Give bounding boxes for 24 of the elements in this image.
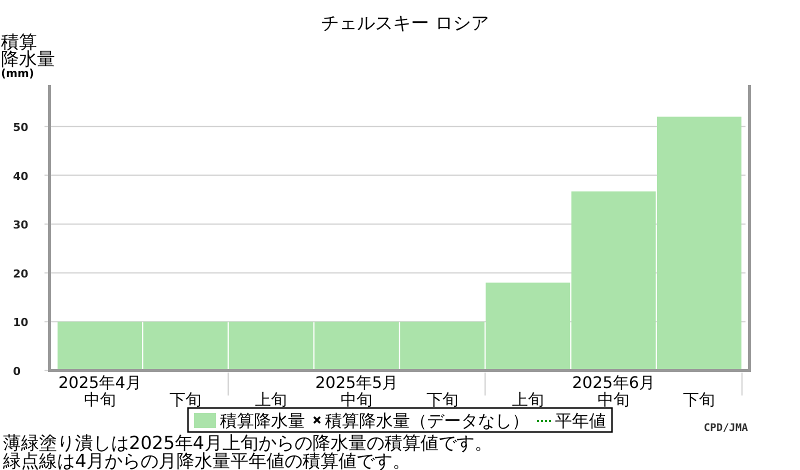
x-tick-label: 中旬 [84,390,116,409]
y-axis-title: 積算降水量(mm) [1,32,55,80]
legend-label: 平年値 [555,412,606,432]
y-tick-label: 40 [13,170,29,183]
x-tick-label: 中旬 [598,390,630,409]
x-tick-label: 下旬 [169,390,202,409]
text: 2025年5月 [315,373,398,392]
x-tick-label: 中旬 [340,390,373,409]
y-tick-label: 10 [13,316,29,330]
legend-label: 積算降水量（データなし） [325,412,529,432]
legend-label: 積算降水量 [220,412,305,432]
y-tick-label: 20 [13,267,29,280]
text: 2025年6月 [572,373,656,392]
chart-title: チェルスキー ロシア [321,13,489,34]
text: 2025年4月 [58,373,142,392]
y-tick-label: 0 [13,365,21,378]
text: CPD/JMA [704,422,749,434]
text: 緑点線は4月からの月降水量平年値の積算値です。 [2,451,410,470]
y-tick-label: 30 [13,218,29,232]
y-tick-label: 50 [13,120,29,134]
x-tick-label: 上旬 [512,390,544,409]
x-tick-label: 下旬 [683,390,716,409]
x-tick-label: 下旬 [426,390,458,409]
x-tick-label: 上旬 [255,390,288,409]
